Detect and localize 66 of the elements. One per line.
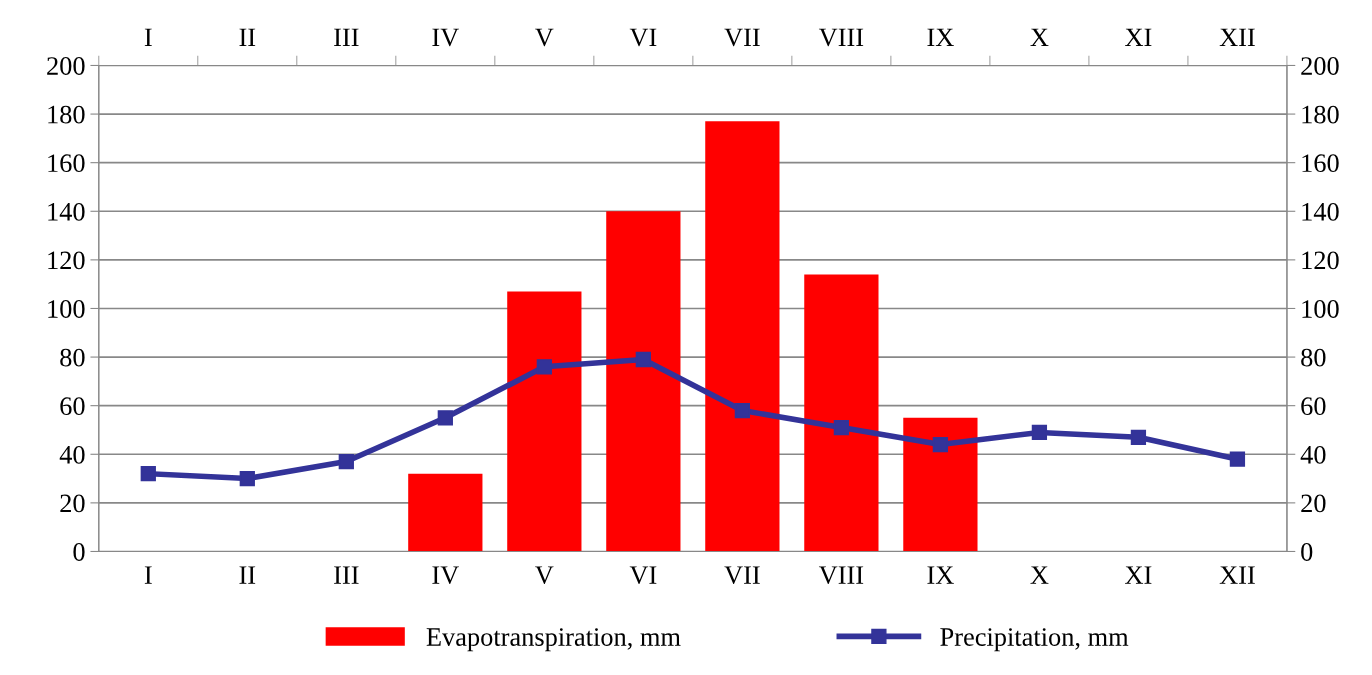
y-tick-label: 120 (48, 251, 85, 270)
y-tick-label: 200 (47, 57, 85, 75)
x-tick-label: X (1030, 566, 1049, 584)
y2-tick-label: 60 (1301, 397, 1326, 416)
y2-tick-label: 180 (1302, 105, 1339, 124)
category-label: III (334, 28, 359, 46)
y-tick-label: 40 (59, 445, 85, 464)
x-tick-label: V (535, 566, 554, 585)
legend-label: Precipitation, mm (940, 628, 1129, 652)
x-tick-label: XII (1219, 566, 1255, 584)
y2-tick-label: 200 (1301, 57, 1339, 75)
x-tick-label: VII (724, 566, 760, 585)
category-label: II (239, 28, 256, 46)
x-tick-label: IV (432, 566, 459, 585)
point (833, 419, 850, 436)
y-tick-label: 140 (48, 202, 85, 221)
bar (705, 121, 780, 552)
y2-tick-label: 140 (1302, 202, 1339, 221)
category-label: VIII (818, 28, 864, 47)
point (1031, 424, 1048, 441)
y-tick-label: 0 (73, 543, 85, 561)
x-tick-label: VI (629, 566, 657, 585)
x-tick-label: XI (1125, 566, 1152, 584)
x-tick-label: II (239, 566, 256, 584)
y2-tick-label: 80 (1301, 348, 1326, 367)
point (734, 402, 751, 419)
y2-tick-label: 20 (1301, 494, 1326, 513)
bar (804, 274, 879, 552)
category-label: VI (629, 28, 657, 47)
point (1229, 451, 1246, 467)
point (1130, 429, 1147, 445)
category-label: I (144, 28, 152, 46)
legend-label: Evapotranspiration, mm (426, 628, 681, 652)
point (536, 359, 552, 375)
category-label: XI (1125, 28, 1152, 46)
y-tick-label: 20 (60, 494, 85, 513)
point (635, 351, 651, 368)
point (437, 410, 453, 426)
y2-tick-label: 160 (1302, 154, 1339, 173)
category-label: XII (1219, 28, 1255, 46)
category-label: X (1030, 28, 1049, 46)
bar (606, 211, 681, 552)
x-tick-label: VIII (818, 566, 864, 585)
x-tick-label: I (144, 566, 152, 584)
y-tick-label: 100 (48, 300, 85, 318)
bar (903, 417, 978, 552)
y2-tick-label: 120 (1302, 251, 1339, 270)
x-tick-label: IX (927, 566, 954, 584)
bar (507, 291, 582, 552)
y-tick-label: 160 (48, 154, 85, 173)
category-label: V (535, 28, 554, 47)
category-label: VII (724, 28, 760, 47)
category-label: IV (432, 28, 459, 47)
point (932, 436, 949, 453)
y-tick-label: 60 (60, 397, 85, 416)
y-tick-label: 180 (48, 105, 85, 124)
y2-tick-label: 40 (1300, 445, 1326, 464)
y2-tick-label: 100 (1302, 300, 1339, 318)
bar (408, 473, 483, 552)
x-tick-label: III (334, 566, 359, 584)
point (239, 470, 255, 487)
y-tick-label: 80 (60, 348, 85, 367)
point (140, 466, 156, 482)
category-label: IX (927, 28, 954, 46)
point (338, 453, 354, 470)
y2-tick-label: 0 (1301, 543, 1313, 561)
